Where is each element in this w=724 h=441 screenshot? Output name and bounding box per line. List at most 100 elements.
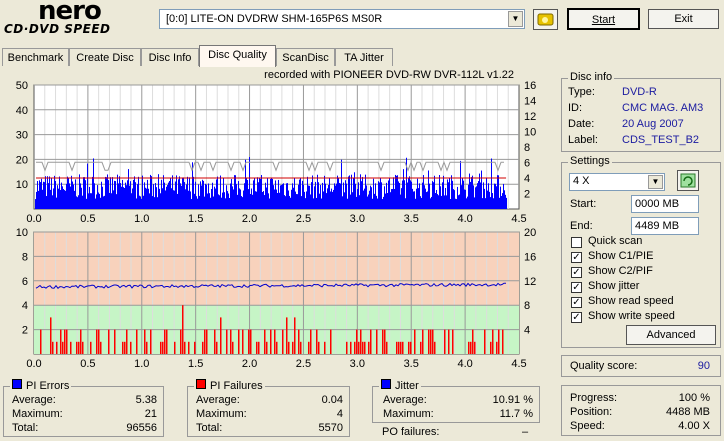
pi-error-bar: [390, 192, 391, 209]
jitter-group: Jitter Average: 10.91 % Maximum: 11.7 %: [372, 379, 540, 423]
pi-error-bar: [504, 190, 505, 209]
pi-error-bar: [273, 185, 274, 209]
pi-error-bar: [202, 179, 203, 209]
quick-scan-checkbox[interactable]: [571, 237, 582, 248]
pi-error-bar: [165, 190, 166, 209]
refresh-speed-button[interactable]: [677, 170, 699, 191]
pi-error-bar: [243, 190, 244, 209]
show-write-speed-checkbox[interactable]: ✓: [571, 312, 582, 323]
pi-error-bar: [149, 193, 150, 209]
end-field[interactable]: 4489 MB: [631, 217, 699, 235]
pi-failures-title-wrap: PI Failures: [194, 379, 265, 392]
tab-disc-quality[interactable]: Disc Quality: [199, 45, 276, 67]
refresh-drive-button[interactable]: [533, 9, 558, 30]
pi-error-bar: [308, 185, 309, 209]
pi-failures-chart: 10 8 6 4 2 20 16 12 8 4 0.0 0.5 1.0 1.5 2.0 2.5 3.0 3.5 4.…: [16, 227, 537, 370]
x-tick-label: 2.0: [242, 358, 257, 370]
tab-disc-info[interactable]: Disc Info: [141, 48, 199, 66]
tab-create-disc[interactable]: Create Disc: [69, 48, 141, 66]
tab-ta-jitter[interactable]: TA Jitter: [335, 48, 393, 66]
pi-failure-bar: [362, 341, 364, 354]
disc-label-label: Label:: [568, 134, 598, 146]
pi-error-bar: [102, 186, 103, 209]
pi-error-bar: [156, 187, 157, 209]
pi-failure-bar: [298, 329, 300, 354]
pi-error-bar: [270, 178, 271, 209]
pi-error-bar: [471, 177, 472, 209]
pi-error-bar: [238, 181, 239, 209]
tab-benchmark[interactable]: Benchmark: [2, 48, 69, 66]
pi-error-bar: [168, 182, 169, 209]
pi-error-bar: [52, 195, 53, 209]
pi-error-bar: [245, 159, 246, 209]
pi-error-bar: [403, 169, 404, 209]
show-read-speed-checkbox[interactable]: ✓: [571, 297, 582, 308]
pi-error-bar: [171, 188, 172, 209]
pi-error-bar: [239, 188, 240, 209]
pi-error-bar: [376, 195, 377, 209]
y2-tick-label: 12: [524, 276, 536, 288]
jitter-maximum-value: 11.7 %: [499, 408, 533, 420]
x-tick-label: 4.0: [457, 358, 472, 370]
show-c2-pif-checkbox[interactable]: ✓: [571, 267, 582, 278]
tab-scandisc[interactable]: ScanDisc: [276, 48, 335, 66]
y-tick-label: 2: [22, 325, 28, 337]
show-c1-pie-checkbox[interactable]: ✓: [571, 252, 582, 263]
jitter-title-wrap: Jitter: [379, 379, 421, 392]
pi-error-bar: [469, 173, 470, 209]
pi-failure-bar: [368, 341, 370, 354]
pi-errors-average-value: 5.38: [135, 394, 157, 406]
pi-error-bar: [233, 189, 234, 209]
advanced-button[interactable]: Advanced: [626, 325, 716, 345]
pi-error-bar: [292, 183, 293, 209]
drive-select[interactable]: [0:0] LITE-ON DVDRW SHM-165P6S MS0R ▼: [159, 9, 525, 29]
pi-failure-bar: [384, 329, 386, 354]
pi-error-bar: [241, 196, 242, 209]
pi-failure-bar: [62, 341, 64, 354]
x-tick-label: 3.5: [404, 213, 419, 225]
pi-error-bar: [107, 174, 108, 209]
pi-error-bar: [379, 182, 380, 209]
pi-error-bar: [141, 198, 142, 209]
pi-failure-bar: [270, 329, 272, 354]
pi-error-bar: [82, 195, 83, 209]
pi-errors-total-value: 96556: [126, 422, 157, 434]
pi-error-bar: [242, 197, 243, 209]
pi-failure-bar: [256, 341, 258, 354]
pi-error-bar: [73, 184, 74, 209]
x-tick-label: 1.0: [134, 213, 149, 225]
pi-failure-bar: [52, 341, 54, 354]
pi-error-bar: [436, 189, 437, 209]
pi-error-bar: [66, 183, 67, 209]
x-tick-label: 1.5: [188, 358, 203, 370]
pi-failure-bar: [402, 341, 404, 354]
chevron-down-icon[interactable]: ▼: [508, 11, 523, 27]
pi-error-bar: [468, 184, 469, 209]
pi-error-bar: [286, 183, 287, 209]
pi-error-bar: [151, 176, 152, 209]
start-field[interactable]: 0000 MB: [631, 195, 699, 213]
pi-error-bar: [466, 198, 467, 209]
pi-error-bar: [363, 190, 364, 209]
progress-label: Progress:: [570, 392, 618, 404]
pi-error-bar: [88, 193, 89, 209]
pi-error-bar: [60, 190, 61, 209]
pi-error-bar: [484, 188, 485, 209]
pi-error-bar: [454, 190, 455, 209]
pi-error-bar: [207, 193, 208, 209]
pi-failure-bar: [108, 329, 110, 354]
pi-error-bar: [78, 195, 79, 209]
pi-error-bar: [143, 195, 144, 209]
pi-failure-bar: [484, 329, 486, 354]
y2-tick-label: 10: [524, 127, 536, 139]
pi-error-bar: [391, 189, 392, 209]
pi-error-bar: [248, 189, 249, 209]
pi-error-bar: [85, 180, 86, 209]
pi-error-bar: [138, 176, 139, 209]
start-button[interactable]: Start: [567, 8, 640, 30]
exit-button[interactable]: Exit: [648, 9, 719, 29]
show-jitter-checkbox[interactable]: ✓: [571, 282, 582, 293]
chevron-down-icon[interactable]: ▼: [648, 175, 663, 189]
speed-select[interactable]: 4 X ▼: [569, 173, 665, 191]
pi-error-bar: [277, 193, 278, 209]
